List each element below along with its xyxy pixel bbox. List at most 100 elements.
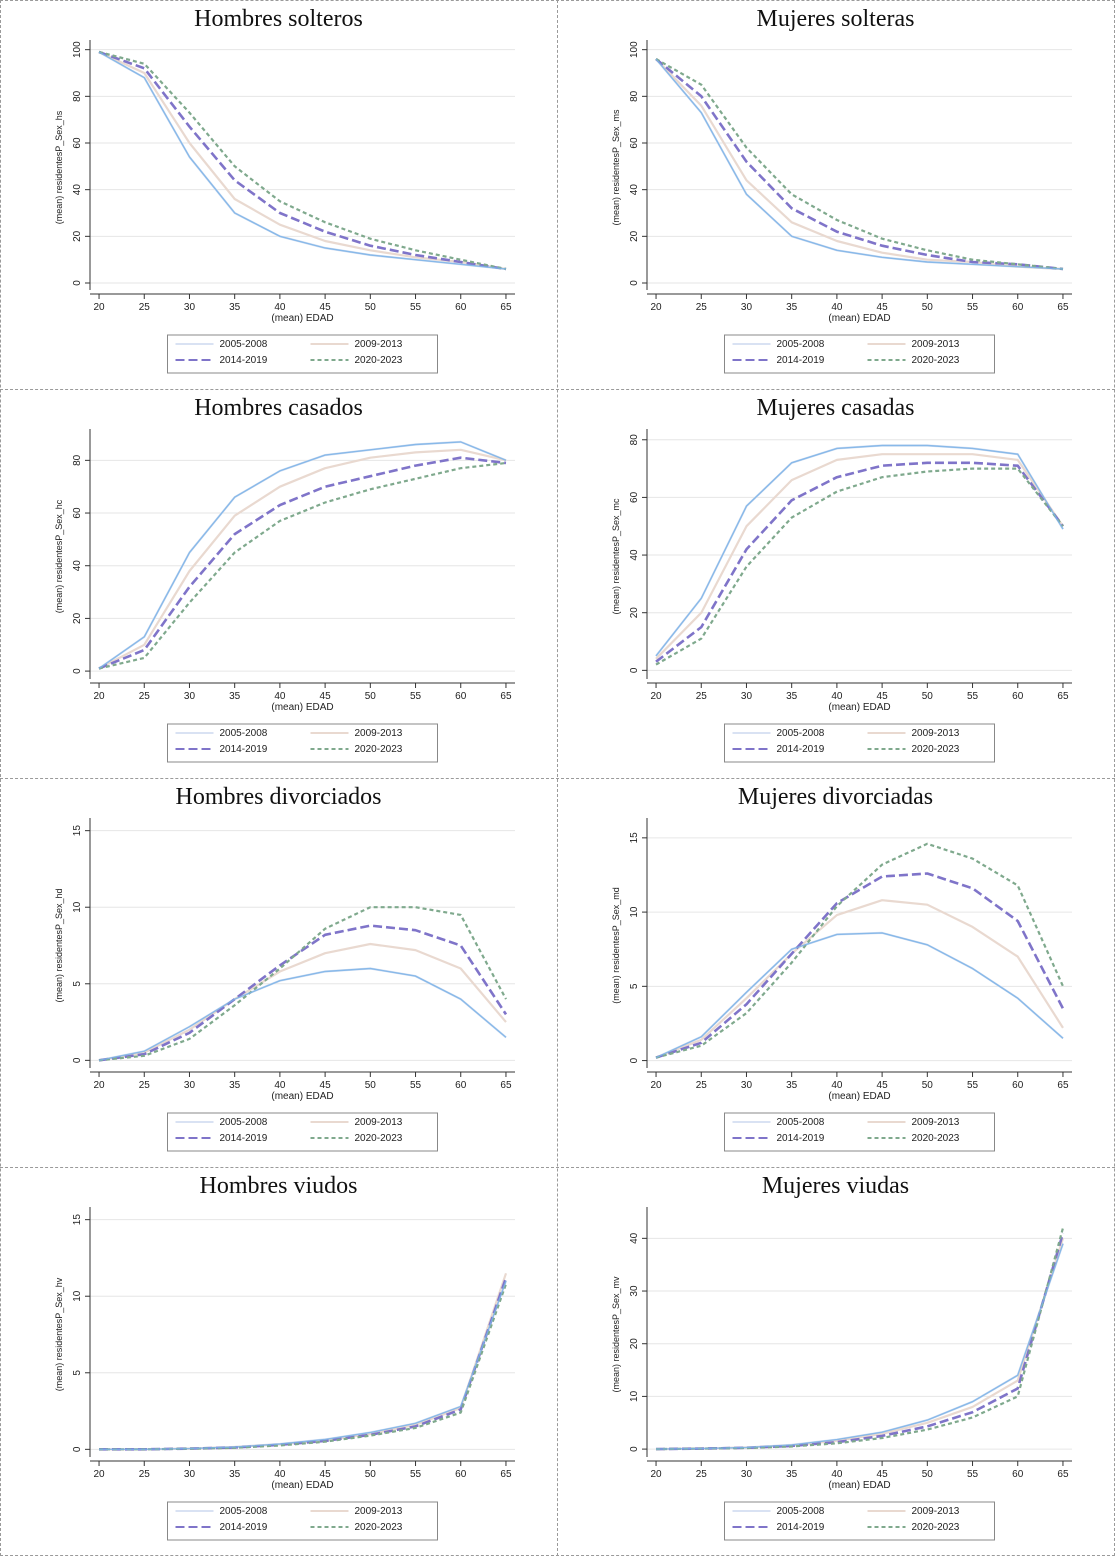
series-line-2 (98, 51, 507, 271)
x-tick-label: 55 (410, 691, 422, 702)
y-tick-label: 20 (629, 230, 640, 242)
x-tick-label: 55 (967, 1469, 979, 1480)
series-line-1 (655, 1243, 1065, 1451)
y-tick-label: 20 (72, 612, 83, 624)
legend-label: 2020-2023 (912, 355, 960, 366)
x-tick-label: 40 (274, 302, 286, 313)
legend-label: 2014-2019 (777, 1522, 825, 1533)
row-divider-2 (0, 778, 1115, 779)
y-tick-label: 5 (72, 1370, 83, 1376)
x-axis-label: (mean) EDAD (828, 1091, 890, 1102)
legend-label: 2020-2023 (355, 1133, 403, 1144)
x-tick-label: 35 (786, 1469, 798, 1480)
x-tick-label: 60 (1012, 302, 1024, 313)
y-axis-label: (mean) residentesP_Sex_mc (611, 498, 621, 615)
chart-title: Mujeres casadas (756, 395, 915, 421)
x-axis-label: (mean) EDAD (828, 1480, 890, 1491)
row-divider-3 (0, 1167, 1115, 1168)
chart-title: Hombres casados (194, 395, 363, 421)
chart-title: Hombres viudos (199, 1173, 358, 1199)
legend-box (167, 1112, 438, 1152)
series-line-2 (98, 448, 507, 670)
series-line-3 (99, 1277, 508, 1451)
chart-title: Mujeres viudas (761, 1173, 910, 1199)
chart-title: Hombres divorciados (175, 784, 382, 810)
series-line-1 (98, 967, 507, 1062)
chart-title: Hombres solteros (194, 6, 363, 32)
x-tick-label: 20 (650, 691, 662, 702)
x-tick-label: 65 (500, 1080, 512, 1091)
legend-label: 2005-2008 (220, 1117, 268, 1128)
series-line-3 (98, 50, 507, 271)
legend-box (167, 1501, 438, 1541)
y-tick-label: 10 (629, 906, 640, 918)
y-tick-label: 0 (72, 1057, 83, 1063)
legend-label: 2020-2023 (912, 1522, 960, 1533)
y-tick-label: 60 (629, 137, 640, 149)
chart-mujeres-casadas: 0 20 40 60 80 20 25 30 35 40 45 50 55 60 65 (mean) EDAD… (611, 429, 1072, 763)
y-tick-label: 15 (72, 1214, 83, 1226)
y-tick-label: 40 (629, 549, 640, 561)
x-tick-label: 60 (1012, 1080, 1024, 1091)
y-tick-label: 10 (629, 1390, 640, 1402)
y-axis-label: (mean) residentesP_Sex_md (611, 887, 621, 1004)
x-tick-label: 45 (320, 691, 332, 702)
x-tick-label: 25 (139, 1469, 151, 1480)
x-tick-label: 30 (184, 1080, 196, 1091)
x-tick-label: 35 (786, 302, 798, 313)
panel-mujeres-divorciadas: Mujeres divorciadas 0 5 10 15 20 25 30 35 40 45 50… (557, 778, 1114, 1167)
legend-label: 2005-2008 (220, 339, 268, 350)
series-line-outer (655, 1243, 1064, 1450)
legend-box (724, 334, 995, 374)
row-divider-1 (0, 389, 1115, 390)
panel-hombres-viudos: Hombres viudos 0 5 10 15 20 25 30 35 40 45 50 55 60 6… (0, 1167, 557, 1556)
x-tick-label: 30 (741, 302, 753, 313)
y-tick-label: 20 (629, 607, 640, 619)
x-tick-label: 30 (184, 691, 196, 702)
x-tick-label: 50 (922, 1080, 934, 1091)
x-tick-label: 40 (274, 1080, 286, 1091)
y-tick-label: 15 (72, 825, 83, 837)
chart-title: Mujeres divorciadas (737, 784, 934, 810)
series-line-4 (655, 467, 1064, 666)
x-axis-label: (mean) EDAD (271, 702, 333, 713)
y-tick-label: 0 (629, 1446, 640, 1452)
series-line-3 (98, 924, 508, 1062)
series-line-4 (98, 461, 507, 670)
x-tick-label: 25 (696, 691, 708, 702)
y-axis-label: (mean) residentesP_Sex_hv (54, 1277, 64, 1391)
x-tick-label: 60 (1012, 1469, 1024, 1480)
x-tick-label: 30 (741, 691, 753, 702)
y-tick-label: 0 (629, 280, 640, 286)
x-tick-label: 30 (741, 1080, 753, 1091)
legend-box (167, 723, 438, 763)
panel-hombres-divorciados: Hombres divorciados 0 5 10 15 20 25 30 35 40 45 50… (0, 778, 557, 1167)
series-line-4 (98, 906, 507, 1062)
x-tick-label: 25 (696, 1469, 708, 1480)
series-line-4 (655, 1227, 1065, 1451)
y-tick-label: 80 (72, 90, 83, 102)
x-tick-label: 65 (500, 691, 512, 702)
x-tick-label: 45 (877, 1080, 889, 1091)
x-tick-label: 65 (1057, 691, 1069, 702)
y-tick-label: 40 (629, 1232, 640, 1244)
legend-box (167, 334, 438, 374)
y-tick-label: 0 (72, 668, 83, 674)
x-tick-label: 55 (967, 691, 979, 702)
x-tick-label: 20 (650, 1469, 662, 1480)
x-tick-label: 25 (696, 1080, 708, 1091)
x-tick-label: 60 (455, 691, 467, 702)
x-tick-label: 20 (93, 302, 105, 313)
legend-label: 2009-2013 (912, 1117, 960, 1128)
legend-label: 2020-2023 (912, 1133, 960, 1144)
series-line-outer (98, 967, 507, 1061)
chart-title: Mujeres solteras (756, 6, 915, 32)
x-tick-label: 25 (139, 1080, 151, 1091)
x-axis-label: (mean) EDAD (271, 313, 333, 324)
legend-label: 2014-2019 (220, 1133, 268, 1144)
y-tick-label: 60 (72, 137, 83, 149)
legend-label: 2020-2023 (355, 1522, 403, 1533)
x-tick-label: 65 (1057, 302, 1069, 313)
y-tick-label: 5 (72, 981, 83, 987)
